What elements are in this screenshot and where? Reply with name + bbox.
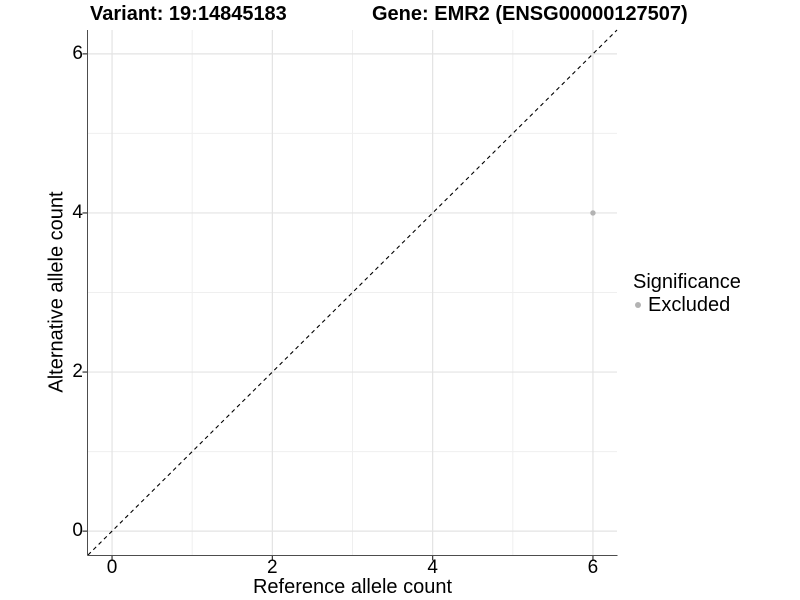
legend-key — [630, 298, 645, 313]
y-tick-label: 4 — [72, 201, 83, 223]
legend-entry: Excluded — [630, 294, 741, 316]
y-tick-label: 2 — [72, 361, 83, 383]
y-tick-label: 0 — [72, 520, 83, 542]
legend: Significance Excluded — [630, 271, 741, 316]
y-axis-title: Alternative allele count — [45, 191, 68, 393]
plot-title-variant: Variant: 19:14845183 — [90, 3, 287, 25]
y-tick-label: 6 — [72, 42, 83, 64]
legend-point-icon — [634, 302, 641, 308]
legend-title: Significance — [633, 271, 741, 293]
x-tick-label: 0 — [106, 557, 118, 578]
x-tick-label: 4 — [427, 557, 438, 578]
legend-entries: Excluded — [630, 294, 741, 316]
x-tick-label: 2 — [267, 557, 278, 578]
x-axis-title: Reference allele count — [252, 576, 452, 598]
x-tick-label: 6 — [587, 557, 599, 578]
legend-entry-label: Excluded — [648, 293, 731, 316]
plot-title-gene: Gene: EMR2 (ENSG00000127507) — [372, 3, 688, 25]
data-point — [590, 210, 596, 216]
